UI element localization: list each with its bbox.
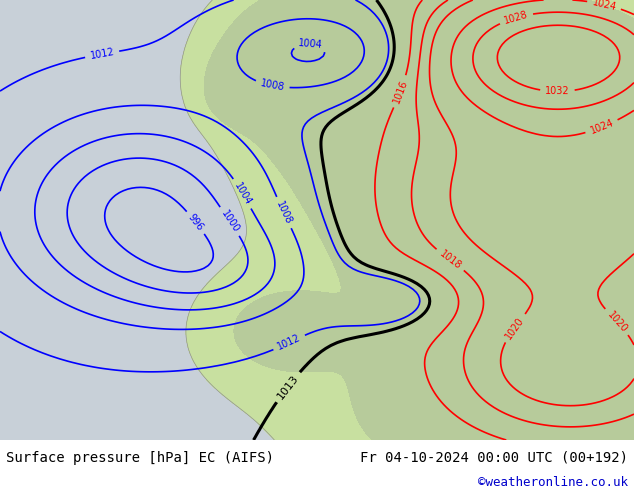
Text: Fr 04-10-2024 00:00 UTC (00+192): Fr 04-10-2024 00:00 UTC (00+192)	[359, 450, 628, 465]
Text: 1004: 1004	[232, 180, 253, 207]
Text: 1012: 1012	[89, 47, 115, 61]
Text: 1024: 1024	[588, 118, 615, 136]
Text: 1016: 1016	[391, 78, 410, 105]
Text: 1020: 1020	[605, 309, 629, 334]
Text: 1004: 1004	[298, 38, 323, 50]
Text: 1000: 1000	[219, 208, 241, 234]
Text: 1008: 1008	[259, 78, 285, 93]
Text: 1028: 1028	[503, 9, 529, 26]
Text: 996: 996	[186, 212, 205, 233]
Text: 1020: 1020	[503, 315, 526, 341]
Text: 1032: 1032	[545, 86, 570, 97]
Text: 1024: 1024	[591, 0, 618, 12]
Text: 1008: 1008	[274, 199, 294, 226]
Text: ©weatheronline.co.uk: ©weatheronline.co.uk	[477, 476, 628, 489]
Text: 1013: 1013	[275, 373, 301, 401]
Text: 1012: 1012	[276, 333, 302, 352]
Text: 1018: 1018	[437, 248, 463, 271]
Text: Surface pressure [hPa] EC (AIFS): Surface pressure [hPa] EC (AIFS)	[6, 450, 275, 465]
